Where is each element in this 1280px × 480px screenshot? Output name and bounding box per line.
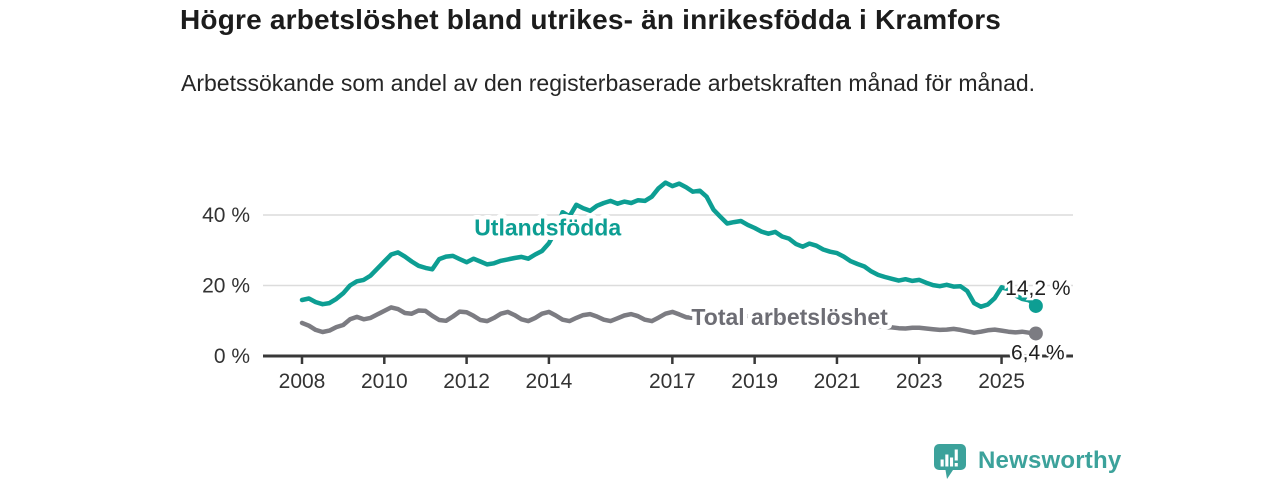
x-tick-label: 2021: [814, 370, 861, 393]
page-title: Högre arbetslöshet bland utrikes- än inr…: [180, 4, 1002, 35]
x-tick-label: 2025: [978, 370, 1025, 393]
line-chart: 0 % 20 % 40 % 2008 2010 2012 2014 2017 2019 2021 2…: [180, 165, 1100, 410]
series-end-value-utlandsfodda: 14,2 %: [1005, 277, 1070, 300]
series-end-value-total: 6,4 %: [1011, 341, 1065, 364]
y-tick-label: 40 %: [202, 204, 250, 227]
unemployment-line-chart-svg: 0 % 20 % 40 % 2008 2010 2012 2014 2017 2019 2021 2…: [202, 180, 1073, 393]
series-line-total: [299, 305, 1039, 336]
y-tick-label: 20 %: [202, 275, 250, 298]
page-subtitle: Arbetssökande som andel av den registerb…: [181, 70, 1036, 96]
series-end-dot-total: [1028, 326, 1043, 341]
x-tick-label: 2012: [443, 370, 490, 393]
x-tick-label: 2008: [279, 370, 326, 393]
series-line-utlandsfodda: [299, 180, 1039, 309]
y-tick-label: 0 %: [214, 345, 250, 368]
x-tick-label: 2010: [361, 370, 408, 393]
x-tick-label: 2019: [731, 370, 778, 393]
series-end-dot-utlandsfodda: [1028, 298, 1043, 313]
brand-name: Newsworthy: [978, 447, 1122, 474]
x-tick-label: 2017: [649, 370, 696, 393]
newsworthy-speech-bubble-bar-chart-icon: [934, 444, 966, 479]
series-label-utlandsfodda: Utlandsfödda: [474, 214, 621, 240]
x-tick-label: 2023: [896, 370, 943, 393]
series-label-total: Total arbetslöshet: [691, 304, 888, 330]
newsworthy-logo: Newsworthy: [932, 442, 1121, 480]
x-tick-label: 2014: [526, 370, 573, 393]
